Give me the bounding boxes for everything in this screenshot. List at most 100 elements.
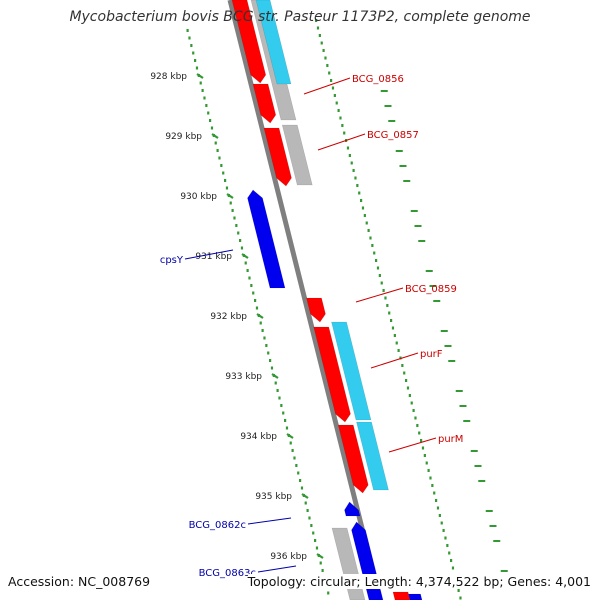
guide-dot xyxy=(442,529,445,532)
guide-dot xyxy=(322,49,325,52)
scale-tick xyxy=(286,433,294,439)
guide-dot xyxy=(361,206,365,210)
guide-dot xyxy=(326,64,329,67)
scale-dot xyxy=(214,141,217,145)
forward-cds[interactable] xyxy=(392,591,411,600)
guide-dot xyxy=(390,319,393,322)
label-leader-line xyxy=(388,437,437,453)
scale-ruler: 928 kbp 929 kbp 930 kbp 931 kbp 932 kbp 933 k… xyxy=(150,19,512,600)
guide-dot xyxy=(408,394,411,397)
guide-dot xyxy=(418,431,421,435)
scale-dot xyxy=(263,336,266,340)
scale-dot xyxy=(194,59,197,62)
scale-dot xyxy=(244,261,247,265)
gene-label[interactable]: BCG_0863c xyxy=(199,568,256,579)
scale-tick-label: 932 kbp xyxy=(210,312,247,322)
gene-label[interactable]: purF xyxy=(420,349,443,360)
sequence-backbone xyxy=(227,0,383,600)
guide-dot xyxy=(354,176,357,180)
forward-cds[interactable] xyxy=(337,424,369,494)
scale-tick xyxy=(211,133,219,139)
scale-tick-label: 933 kbp xyxy=(225,372,262,382)
other-feature[interactable] xyxy=(281,124,313,186)
guide-dot xyxy=(318,34,321,37)
scale-dot xyxy=(207,111,210,115)
gene-label[interactable]: purM xyxy=(438,434,463,445)
guide-dot xyxy=(451,566,455,570)
scale-dot xyxy=(237,231,240,235)
guide-dot xyxy=(330,79,333,82)
guide-dot xyxy=(416,424,419,427)
scale-dot xyxy=(216,149,219,152)
scale-dot xyxy=(261,329,264,332)
guide-dot xyxy=(401,364,404,367)
guide-dot xyxy=(423,454,426,457)
scale-tick-label: 935 kbp xyxy=(255,492,292,502)
scale-dot xyxy=(195,66,199,70)
guide-dot xyxy=(429,476,432,480)
guide-dot xyxy=(425,461,428,465)
scale-dot xyxy=(225,186,229,190)
scale-dot xyxy=(276,389,279,392)
scale-dot xyxy=(199,81,202,85)
forward-cds[interactable] xyxy=(231,0,267,84)
guide-dot xyxy=(324,56,327,60)
scale-dot xyxy=(205,104,208,107)
blast-hit[interactable] xyxy=(331,321,372,421)
scale-tick xyxy=(226,193,234,199)
scale-dot xyxy=(282,411,285,415)
scale-tick-label: 934 kbp xyxy=(240,432,277,442)
scale-dot xyxy=(304,501,307,505)
guide-dot xyxy=(369,236,372,240)
guide-dot xyxy=(391,326,395,330)
scale-dot xyxy=(210,126,214,130)
scale-tick xyxy=(316,553,324,559)
scale-tick-label: 936 kbp xyxy=(270,552,307,562)
reverse-cds[interactable] xyxy=(344,501,361,517)
guide-dot xyxy=(352,169,355,172)
scale-dot xyxy=(310,524,313,527)
scale-dot xyxy=(229,201,232,205)
scale-dot xyxy=(300,486,304,490)
blast-hit[interactable] xyxy=(356,421,389,491)
guide-dot xyxy=(358,191,361,195)
scale-dot xyxy=(319,561,322,565)
guide-dot xyxy=(373,251,376,255)
guide-dot xyxy=(363,214,366,217)
guide-dot xyxy=(380,281,383,285)
reverse-cds[interactable] xyxy=(247,189,286,289)
scale-dot xyxy=(278,396,281,400)
scale-tick xyxy=(241,253,249,259)
guide-dot xyxy=(420,439,423,442)
guide-dot xyxy=(395,341,398,345)
guide-dot xyxy=(410,401,413,405)
scale-dot xyxy=(201,89,204,92)
scale-dot xyxy=(233,216,236,220)
forward-cds[interactable] xyxy=(306,297,326,323)
gene-label[interactable]: cpsY xyxy=(160,255,184,266)
guide-dot xyxy=(393,334,396,337)
scale-dot xyxy=(314,539,317,542)
forward-cds[interactable] xyxy=(263,127,292,187)
scale-dot xyxy=(270,366,274,370)
scale-dot xyxy=(254,299,257,302)
blast-hit[interactable] xyxy=(255,0,292,85)
scale-dot xyxy=(269,359,272,362)
label-leader-line xyxy=(257,565,297,573)
scale-dot xyxy=(246,269,249,272)
scale-dot xyxy=(274,381,277,385)
scale-dot xyxy=(295,464,298,467)
forward-cds[interactable] xyxy=(313,326,351,423)
forward-cds[interactable] xyxy=(252,83,277,124)
scale-dot xyxy=(299,479,302,482)
gene-label[interactable]: BCG_0856 xyxy=(352,74,404,85)
reverse-cds[interactable] xyxy=(408,593,423,600)
gene-label[interactable]: BCG_0862c xyxy=(189,520,246,531)
scale-tick xyxy=(256,313,264,319)
gene-label[interactable]: BCG_0857 xyxy=(367,130,419,141)
label-leader-line xyxy=(184,249,234,260)
guide-dot xyxy=(386,304,389,307)
accession-label: Accession: NC_008769 xyxy=(8,574,151,589)
gene-label[interactable]: BCG_0859 xyxy=(405,284,457,295)
